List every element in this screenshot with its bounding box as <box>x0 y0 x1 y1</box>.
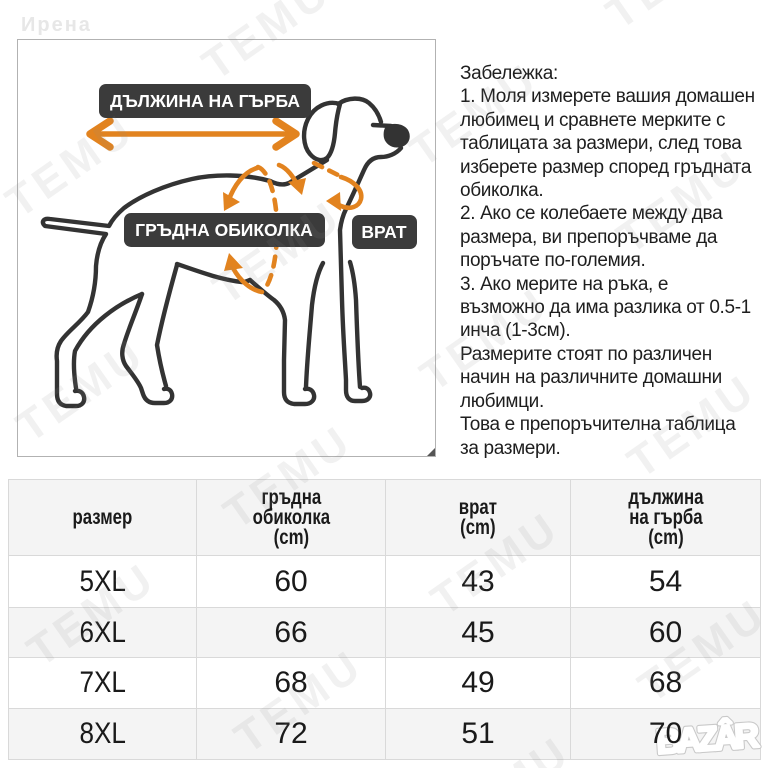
svg-text:BAZÂR: BAZÂR <box>655 717 760 762</box>
svg-text:ДЪЛЖИНА НА ГЪРБА: ДЪЛЖИНА НА ГЪРБА <box>110 91 300 111</box>
svg-text:ГРЪДНА ОБИКОЛКА: ГРЪДНА ОБИКОЛКА <box>135 220 313 240</box>
svg-text:ВРАТ: ВРАТ <box>361 222 407 242</box>
